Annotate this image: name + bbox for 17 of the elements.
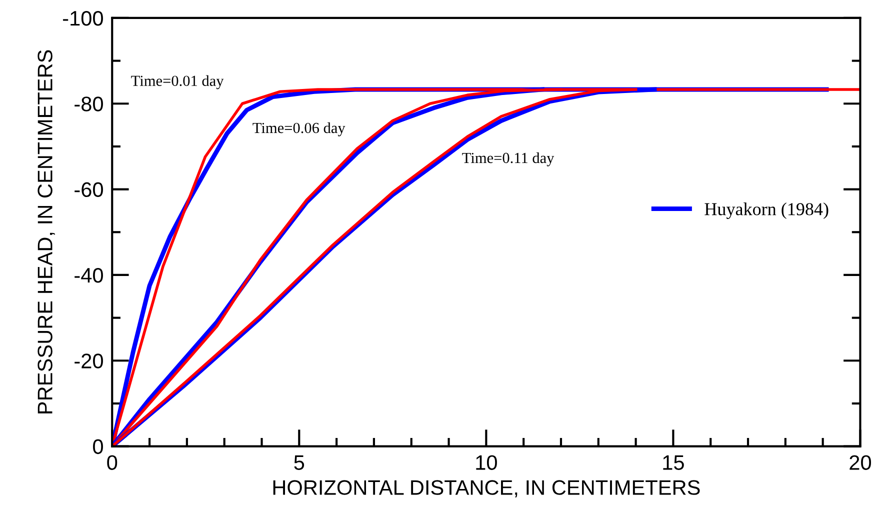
x-tick-label: 15 [663,455,684,470]
annotation: Time=0.11 day [462,152,554,166]
x-tick-label: 10 [476,455,497,470]
y-tick-label: 0 [93,439,103,454]
y-tick-label: -100 [63,10,103,26]
annotation: Time=0.01 day [131,75,224,90]
annotation: Time=0.06 day [252,122,346,136]
y-tick-label: -40 [74,268,103,283]
y-axis-title: PRESSURE HEAD, IN CENTIMETERS [38,50,55,414]
y-tick-label: -60 [74,182,103,198]
y-tick-label: -20 [74,354,103,368]
x-axis-title: HORIZONTAL DISTANCE, IN CENTIMETERS [273,480,700,498]
x-tick-label: 20 [850,455,872,470]
x-tick-label: 5 [294,455,304,470]
legend-label: Huyakorn (1984) [704,202,828,219]
y-tick-label: -80 [74,96,103,112]
x-tick-label: 0 [107,455,118,470]
